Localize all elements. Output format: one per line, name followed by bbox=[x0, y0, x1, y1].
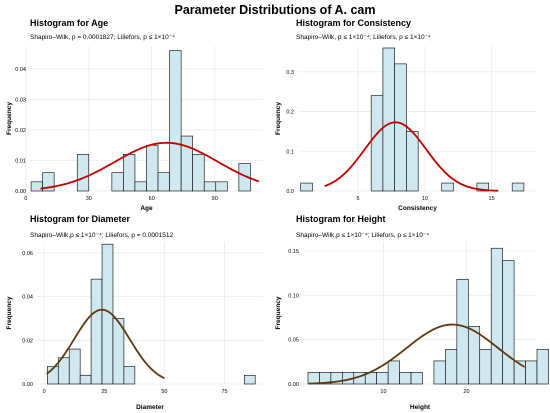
y-axis-label: Frequency bbox=[6, 296, 13, 329]
histogram-bar bbox=[479, 349, 492, 385]
histogram-bar bbox=[376, 372, 389, 385]
histogram-bar bbox=[101, 243, 114, 385]
y-axis-label: Frequency bbox=[6, 102, 13, 135]
histogram-bar bbox=[525, 360, 538, 385]
x-tick-label: 10 bbox=[422, 196, 428, 202]
x-tick-label: 25 bbox=[101, 389, 107, 395]
x-tick-label: 0 bbox=[43, 389, 46, 395]
histogram-bar bbox=[467, 326, 481, 385]
histogram-bar bbox=[433, 360, 446, 385]
histogram-bar bbox=[382, 47, 395, 192]
y-tick-label: 0.02 bbox=[22, 338, 33, 344]
y-tick-label: 0.00 bbox=[15, 189, 26, 195]
histogram-bar bbox=[445, 349, 458, 385]
y-axis-label: Frequency bbox=[275, 102, 282, 135]
y-tick-label: 0.1 bbox=[286, 149, 294, 155]
panel-title: Histogram for Diameter bbox=[30, 214, 131, 224]
histogram-bar bbox=[441, 182, 454, 192]
histogram-bar bbox=[399, 372, 412, 385]
histogram-bar bbox=[76, 154, 90, 192]
chart-panel-4: Histogram for Height Shapiro–Wilk,p ≤ 1×1… bbox=[275, 214, 549, 411]
panel-title: Histogram for Age bbox=[30, 18, 108, 28]
histogram-bar bbox=[79, 374, 92, 385]
histogram-bar bbox=[134, 181, 147, 192]
histogram-bar bbox=[456, 278, 469, 385]
x-tick-label: 15 bbox=[489, 196, 495, 202]
x-axis-label: Height bbox=[410, 404, 431, 411]
x-axis-label: Age bbox=[140, 205, 153, 212]
histogram-bar bbox=[112, 318, 125, 385]
density-curve bbox=[324, 121, 499, 192]
x-tick-label: 5 bbox=[357, 196, 360, 202]
x-tick-label: 30 bbox=[86, 196, 92, 202]
histogram-bar bbox=[394, 63, 407, 192]
x-tick-label: 90 bbox=[212, 196, 218, 202]
panel-subtitle: Shapiro–Wilk, p = 0.0001827; Liliefors, … bbox=[30, 34, 175, 41]
y-tick-label: 0.10 bbox=[288, 293, 299, 299]
y-tick-label: 0.05 bbox=[288, 338, 299, 344]
histogram-bar bbox=[42, 172, 55, 192]
panel-subtitle: Shapiro–Wilk,p ≤ 1×10⁻⁴; Liliefors, p = … bbox=[30, 232, 174, 239]
chart-panel-1: Histogram for Age Shapiro–Wilk, p = 0.000… bbox=[6, 18, 263, 212]
chart-panel-2: Histogram for Consistency Shapiro–Wilk, p… bbox=[275, 18, 537, 212]
histogram-bar bbox=[476, 182, 489, 192]
panel-subtitle: Shapiro–Wilk, p ≤ 1×10⁻⁴; Liliefors, p ≤… bbox=[296, 34, 431, 41]
x-tick-label: 0 bbox=[24, 196, 27, 202]
y-tick-label: 0.06 bbox=[22, 251, 33, 257]
histogram-bar bbox=[300, 182, 313, 192]
histogram-bar bbox=[68, 348, 81, 385]
y-axis-label: Frequency bbox=[275, 296, 282, 329]
histogram-bar bbox=[215, 181, 228, 192]
x-tick-label: 50 bbox=[161, 389, 167, 395]
x-axis-label: Consistency bbox=[398, 205, 437, 212]
x-axis-label: Diameter bbox=[136, 404, 164, 411]
histogram-bar bbox=[157, 172, 170, 192]
histogram-bar bbox=[307, 372, 320, 385]
histogram-bar bbox=[406, 131, 419, 192]
y-tick-label: 0.04 bbox=[15, 67, 26, 73]
density-curve bbox=[46, 308, 165, 380]
histogram-bar bbox=[123, 366, 136, 385]
figure-title: Parameter Distributions of A. cam bbox=[174, 3, 376, 17]
histogram-bar bbox=[169, 50, 182, 192]
histogram-bar bbox=[490, 247, 503, 385]
histogram-bar bbox=[536, 349, 549, 385]
y-tick-label: 0.0 bbox=[286, 189, 294, 195]
histogram-bar bbox=[387, 360, 400, 385]
histogram-bar bbox=[90, 278, 103, 385]
histogram-bar bbox=[243, 374, 256, 385]
panel-subtitle: Shapiro–Wilk,p ≤ 1×10⁻⁴; Liliefors, p ≤ … bbox=[296, 232, 429, 239]
y-tick-label: 0.00 bbox=[22, 382, 33, 388]
panel-title: Histogram for Consistency bbox=[296, 18, 411, 28]
histogram-bar bbox=[502, 260, 515, 385]
histogram-bar bbox=[511, 182, 525, 192]
histogram-bar bbox=[238, 163, 251, 192]
histogram-bar bbox=[30, 181, 43, 192]
y-tick-label: 0.03 bbox=[15, 97, 26, 103]
y-tick-label: 0.15 bbox=[288, 249, 299, 255]
y-tick-label: 0.00 bbox=[288, 382, 299, 388]
density-curve bbox=[308, 323, 526, 385]
histogram-bar bbox=[410, 372, 423, 385]
histogram-bar bbox=[203, 181, 217, 192]
x-tick-label: 20 bbox=[463, 389, 469, 395]
x-tick-label: 75 bbox=[221, 389, 227, 395]
x-tick-label: 10 bbox=[380, 389, 386, 395]
histogram-bar bbox=[192, 154, 205, 192]
y-tick-label: 0.01 bbox=[15, 158, 26, 164]
histogram-bar bbox=[146, 144, 159, 192]
histogram-bar bbox=[370, 95, 384, 192]
density-curve bbox=[40, 141, 260, 190]
panel-title: Histogram for Height bbox=[296, 214, 386, 224]
y-tick-label: 0.02 bbox=[15, 128, 26, 134]
y-tick-label: 0.2 bbox=[286, 110, 294, 116]
histogram-bar bbox=[123, 154, 136, 192]
chart-panel-3: Histogram for Diameter Shapiro–Wilk,p ≤ 1… bbox=[6, 214, 263, 411]
x-tick-label: 60 bbox=[149, 196, 155, 202]
histogram-bar bbox=[111, 172, 124, 192]
y-tick-label: 0.04 bbox=[22, 295, 33, 301]
y-tick-label: 0.3 bbox=[286, 70, 294, 76]
